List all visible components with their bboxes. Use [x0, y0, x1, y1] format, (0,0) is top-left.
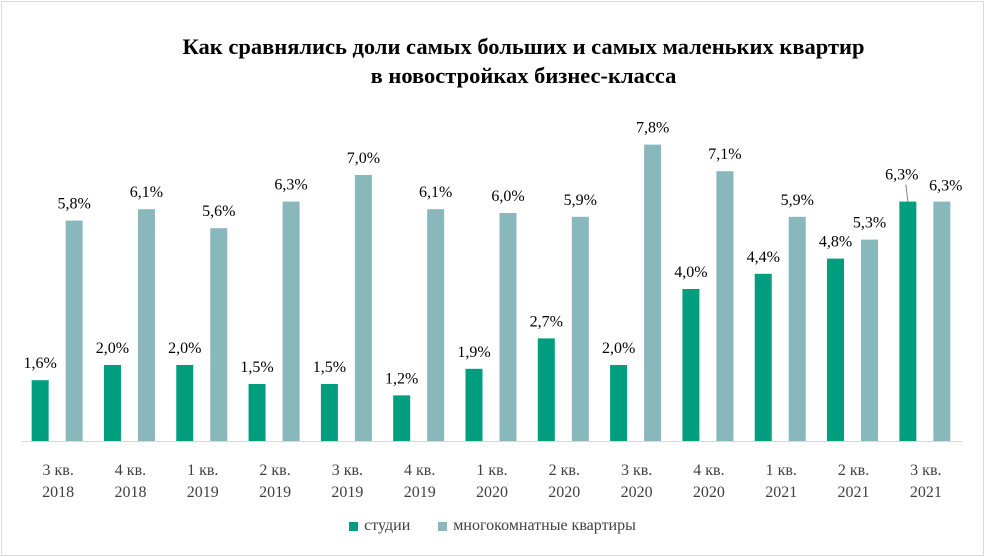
x-tick-label-8-0: 3 кв.: [621, 462, 652, 479]
label-multiroom-6: 6,0%: [491, 188, 524, 205]
bar-multiroom-7: [571, 216, 589, 441]
x-tick-label-3-0: 2 кв.: [259, 462, 290, 479]
label-multiroom-1: 6,1%: [130, 184, 163, 201]
label-multiroom-11: 5,3%: [853, 215, 886, 232]
x-tick-label-0-1: 2018: [42, 484, 74, 501]
bar-studios-0: [31, 380, 49, 441]
label-multiroom-8: 7,8%: [636, 120, 669, 137]
x-tick-label-10-0: 1 кв.: [766, 462, 797, 479]
bar-multiroom-4: [354, 175, 372, 441]
x-tick-label-5-0: 4 кв.: [404, 462, 435, 479]
label-studios-10: 4,4%: [747, 249, 780, 266]
chart-title-line-2: в новостройках бизнес-класса: [370, 63, 677, 88]
x-tick-label-6-0: 1 кв.: [476, 462, 507, 479]
legend-swatch-multiroom: [438, 521, 448, 531]
label-multiroom-12: 6,3%: [929, 178, 962, 195]
x-tick-label-4-0: 3 кв.: [332, 462, 363, 479]
bar-studios-12: [899, 201, 917, 441]
bar-multiroom-9: [716, 171, 734, 441]
label-multiroom-7: 5,9%: [564, 192, 597, 209]
chart-title: Как сравнялись доли самых больших и самы…: [0, 32, 985, 90]
label-studios-5: 1,2%: [385, 370, 418, 387]
legend-item-studios: студии: [349, 517, 410, 535]
x-tick-label-6-1: 2020: [476, 484, 508, 501]
x-tick-label-9-1: 2020: [693, 484, 725, 501]
label-multiroom-3: 6,3%: [274, 177, 307, 194]
label-multiroom-0: 5,8%: [57, 196, 90, 213]
label-studios-12: 6,3%: [885, 167, 918, 184]
x-tick-label-2-0: 1 кв.: [187, 462, 218, 479]
bar-multiroom-12: [933, 201, 951, 441]
bar-studios-11: [827, 258, 845, 441]
label-studios-0: 1,6%: [23, 355, 56, 372]
bar-studios-2: [176, 365, 194, 441]
x-tick-label-1-1: 2018: [114, 484, 146, 501]
x-tick-label-0-0: 3 кв.: [42, 462, 73, 479]
bar-multiroom-3: [282, 201, 300, 441]
x-tick-label-5-1: 2019: [404, 484, 436, 501]
bar-multiroom-2: [210, 228, 228, 441]
x-tick-label-2-1: 2019: [187, 484, 219, 501]
legend: студии многокомнатные квартиры: [0, 517, 985, 536]
x-tick-label-11-1: 2021: [838, 484, 870, 501]
bar-studios-1: [103, 365, 121, 441]
bar-studios-3: [248, 384, 266, 441]
x-tick-label-1-0: 4 кв.: [115, 462, 146, 479]
label-studios-8: 2,0%: [602, 340, 635, 357]
x-tick-label-9-0: 4 кв.: [693, 462, 724, 479]
bar-multiroom-5: [427, 209, 445, 441]
bar-studios-8: [610, 365, 628, 441]
chart-title-line-1: Как сравнялись доли самых больших и самы…: [182, 34, 865, 59]
x-tick-label-11-0: 2 кв.: [838, 462, 869, 479]
bar-multiroom-8: [644, 144, 662, 441]
leader-line-12: [905, 184, 909, 202]
x-tick-label-7-1: 2020: [548, 484, 580, 501]
bar-studios-6: [465, 368, 483, 441]
bar-multiroom-11: [861, 239, 879, 441]
label-studios-7: 2,7%: [530, 313, 563, 330]
label-multiroom-4: 7,0%: [347, 150, 380, 167]
label-studios-2: 2,0%: [168, 340, 201, 357]
bar-multiroom-1: [137, 209, 155, 441]
bar-studios-7: [537, 338, 555, 441]
label-multiroom-10: 5,9%: [781, 192, 814, 209]
label-studios-4: 1,5%: [313, 359, 346, 376]
label-multiroom-2: 5,6%: [202, 203, 235, 220]
bar-multiroom-6: [499, 213, 517, 441]
x-tick-label-10-1: 2021: [765, 484, 797, 501]
x-tick-label-12-1: 2021: [910, 484, 942, 501]
x-tick-label-7-0: 2 кв.: [549, 462, 580, 479]
bar-studios-4: [320, 384, 338, 441]
label-multiroom-9: 7,1%: [708, 146, 741, 163]
bar-studios-9: [682, 289, 700, 441]
label-multiroom-5: 6,1%: [419, 184, 452, 201]
label-studios-9: 4,0%: [674, 264, 707, 281]
label-studios-6: 1,9%: [457, 344, 490, 361]
legend-item-multiroom: многокомнатные квартиры: [438, 517, 636, 535]
legend-label-multiroom: многокомнатные квартиры: [453, 517, 636, 534]
bar-multiroom-0: [65, 220, 83, 441]
label-studios-1: 2,0%: [96, 340, 129, 357]
label-studios-11: 4,8%: [819, 234, 852, 251]
label-studios-3: 1,5%: [240, 359, 273, 376]
bar-studios-5: [393, 395, 411, 441]
x-tick-label-12-0: 3 кв.: [910, 462, 941, 479]
legend-label-studios: студии: [364, 517, 411, 534]
x-tick-label-3-1: 2019: [259, 484, 291, 501]
x-tick-label-8-1: 2020: [621, 484, 653, 501]
bar-multiroom-10: [788, 216, 806, 441]
legend-swatch-studios: [349, 521, 359, 531]
x-tick-label-4-1: 2019: [331, 484, 363, 501]
bar-studios-10: [754, 273, 772, 441]
